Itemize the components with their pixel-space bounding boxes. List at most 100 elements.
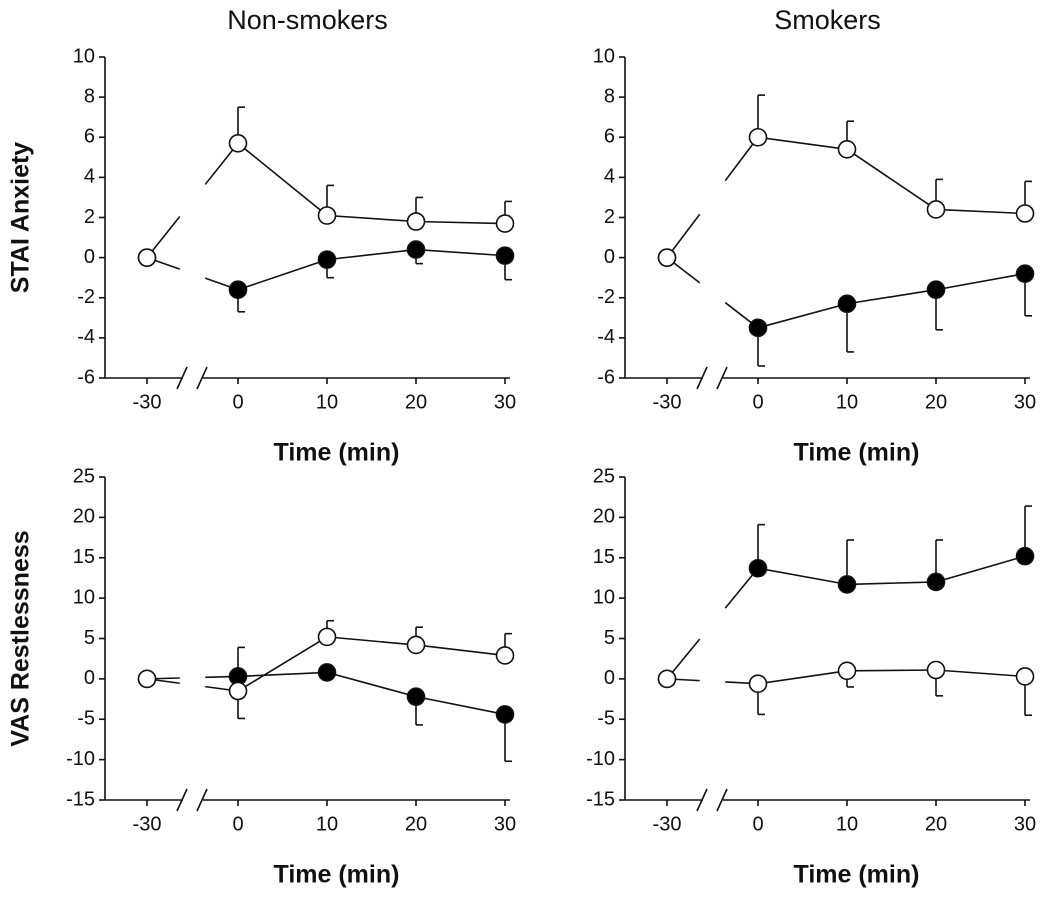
x-tick-label: 20 <box>925 391 947 413</box>
marker <box>495 214 515 233</box>
marker <box>748 674 768 694</box>
x-tick-label: -30 <box>133 391 162 413</box>
marker <box>495 705 515 724</box>
marker <box>748 318 768 338</box>
y-tick-label: -4 <box>597 326 615 348</box>
marker <box>1015 546 1035 566</box>
connector <box>846 148 937 211</box>
marker <box>748 558 768 578</box>
axis-break <box>176 366 188 390</box>
y-tick-label: -4 <box>77 326 95 348</box>
x-tick-label: 10 <box>316 813 338 835</box>
y-tick-label: -5 <box>597 708 615 730</box>
x-tick-label: 10 <box>836 391 858 413</box>
y-tick-label: 5 <box>604 627 615 649</box>
marker <box>837 139 857 159</box>
y-tick-label: 25 <box>73 465 95 487</box>
connector <box>415 644 506 657</box>
y-tick-label: 0 <box>604 667 615 689</box>
x-tick-label: -30 <box>653 391 682 413</box>
connector <box>757 670 848 685</box>
y-tick-label: -5 <box>77 708 95 730</box>
x-tick-label: 20 <box>405 813 427 835</box>
x-tick-label: 20 <box>405 391 427 413</box>
y-tick-label: 8 <box>84 85 95 107</box>
axis-break <box>696 788 708 812</box>
y-tick-label: -2 <box>597 286 615 308</box>
x-tick-label: 0 <box>232 391 243 413</box>
connector <box>757 136 848 151</box>
y-tick-label: 20 <box>73 506 95 528</box>
x-axis-label: Time (min) <box>274 861 400 889</box>
y-tick-label: 10 <box>593 45 615 67</box>
marker <box>748 127 768 147</box>
connector <box>935 555 1026 583</box>
panel-title: Non-smokers <box>227 5 388 35</box>
axis-break <box>716 788 728 812</box>
x-tick-label: 20 <box>925 813 947 835</box>
x-tick-label: 10 <box>316 391 338 413</box>
marker <box>228 280 248 300</box>
marker <box>317 627 337 647</box>
y-tick-label: 8 <box>604 85 615 107</box>
marker <box>317 206 337 225</box>
connector <box>846 288 937 305</box>
y-tick-label: 6 <box>84 126 95 148</box>
y-tick-label: 2 <box>84 206 95 228</box>
y-tick-label: 10 <box>73 586 95 608</box>
y-tick-label: -10 <box>66 748 95 770</box>
y-tick-label: 6 <box>604 126 615 148</box>
marker <box>926 280 946 300</box>
y-tick-label: -15 <box>66 788 95 810</box>
connector <box>935 208 1026 215</box>
connector <box>757 302 848 329</box>
marker <box>1015 264 1035 283</box>
marker <box>137 248 157 267</box>
x-tick-label: 30 <box>1014 391 1036 413</box>
connector <box>326 248 417 261</box>
axis-break <box>196 788 208 812</box>
y-tick-label: 15 <box>73 546 95 568</box>
connector <box>326 636 417 646</box>
marker <box>1015 204 1035 223</box>
marker <box>926 200 946 219</box>
x-tick-label: 0 <box>232 813 243 835</box>
y-tick-label: 20 <box>593 506 615 528</box>
connector <box>935 272 1026 291</box>
x-tick-label: 10 <box>836 813 858 835</box>
x-axis-label: Time (min) <box>274 439 400 467</box>
y-tick-label: 5 <box>84 627 95 649</box>
x-axis-label: Time (min) <box>794 861 920 889</box>
y-tick-label: -6 <box>597 366 615 388</box>
axis-break <box>696 366 708 390</box>
connector <box>237 142 328 217</box>
y-tick-label: 0 <box>604 246 615 268</box>
y-tick-label: 2 <box>604 206 615 228</box>
connector <box>237 258 328 291</box>
marker <box>495 246 515 265</box>
marker <box>837 294 857 314</box>
panel-title: Smokers <box>774 5 881 35</box>
x-tick-label: -30 <box>653 813 682 835</box>
connector <box>415 248 506 257</box>
y-tick-label: 4 <box>604 166 615 188</box>
marker <box>406 687 426 706</box>
x-tick-label: 0 <box>752 813 763 835</box>
y-tick-label: -10 <box>586 748 615 770</box>
marker <box>317 250 337 269</box>
marker <box>495 646 515 665</box>
y-tick-label: -6 <box>77 366 95 388</box>
axis-break <box>716 366 728 390</box>
marker <box>406 212 426 231</box>
x-tick-label: -30 <box>133 813 162 835</box>
marker <box>406 635 426 655</box>
marker <box>657 669 677 689</box>
axis-break <box>196 366 208 390</box>
connector <box>757 567 848 586</box>
y-tick-label: 0 <box>84 246 95 268</box>
connector <box>237 671 328 678</box>
marker <box>926 660 946 680</box>
connector <box>415 220 506 225</box>
connector <box>415 695 506 716</box>
